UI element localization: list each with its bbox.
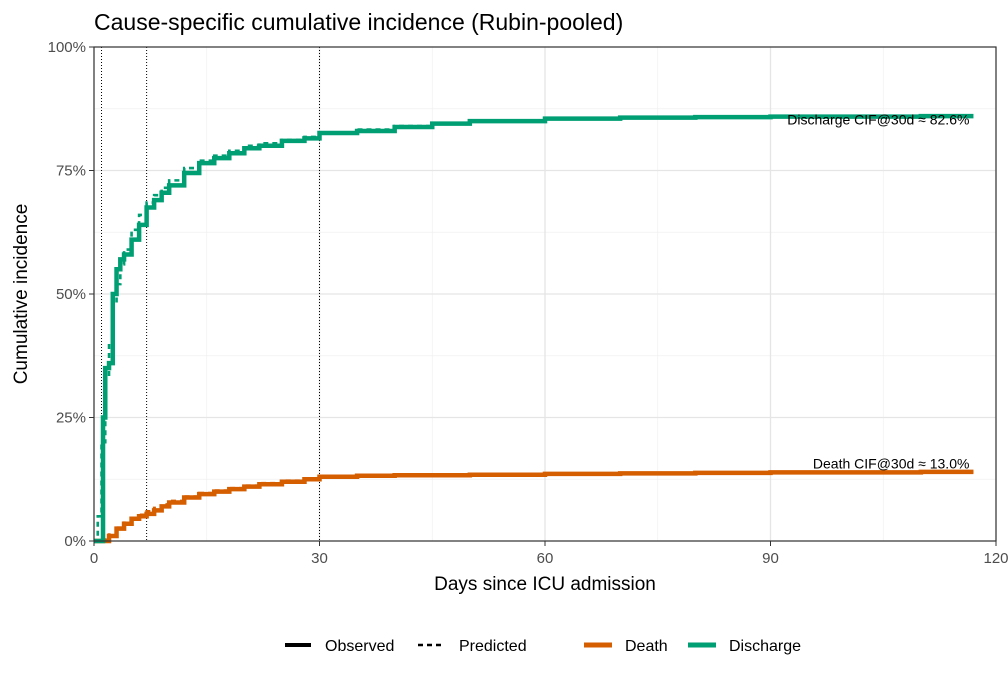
x-tick-label: 30 <box>311 550 328 567</box>
x-axis-title: Days since ICU admission <box>434 574 656 595</box>
y-tick-label: 100% <box>48 39 86 56</box>
y-axis-title: Cumulative incidence <box>11 204 32 385</box>
x-tick-label: 60 <box>537 550 554 567</box>
y-tick-label: 25% <box>56 410 86 427</box>
y-tick-label: 0% <box>64 533 86 550</box>
legend-predicted-label: Predicted <box>459 638 527 655</box>
series-discharge-observed <box>94 113 974 544</box>
legend: Observed Predicted Death Discharge <box>285 638 801 655</box>
series-death-predicted <box>94 470 974 543</box>
legend-discharge-label: Discharge <box>729 638 801 655</box>
annotation-discharge-cif: Discharge CIF@30d ≈ 82.6% <box>787 112 969 128</box>
x-tick-label: 90 <box>762 550 779 567</box>
x-axis-ticks: 0 30 60 90 120 <box>90 541 1008 567</box>
series-lines <box>94 113 974 544</box>
y-tick-label: 75% <box>56 163 86 180</box>
x-tick-label: 120 <box>983 550 1008 567</box>
y-tick-label: 50% <box>56 286 86 303</box>
annotation-death-cif: Death CIF@30d ≈ 13.0% <box>813 455 970 471</box>
annotations: Discharge CIF@30d ≈ 82.6% Death CIF@30d ≈… <box>787 112 969 472</box>
legend-observed-label: Observed <box>325 638 394 655</box>
legend-death-label: Death <box>625 638 668 655</box>
y-axis-ticks: 0% 25% 50% 75% 100% <box>48 39 94 550</box>
chart-title: Cause-specific cumulative incidence (Rub… <box>94 9 623 35</box>
x-tick-label: 0 <box>90 550 98 567</box>
